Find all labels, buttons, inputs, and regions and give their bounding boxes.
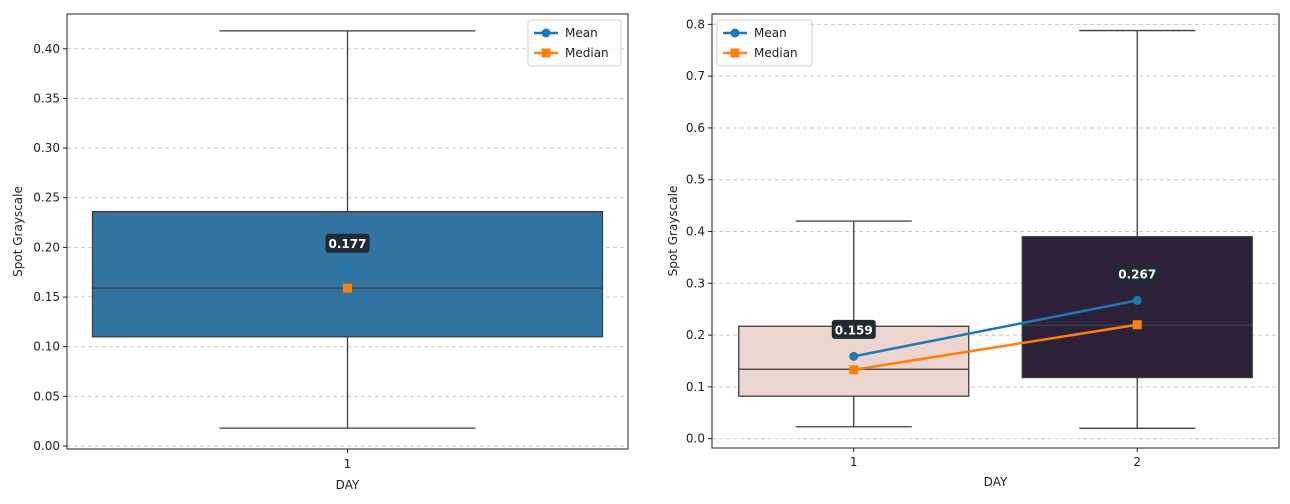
y-tick-label: 0.20 [33, 240, 60, 254]
y-tick-label: 0.25 [33, 191, 60, 205]
legend-mean-label: Mean [754, 26, 787, 40]
y-tick-label: 0.0 [686, 432, 705, 446]
mean-marker [343, 265, 352, 275]
legend: Mean Median [716, 19, 813, 67]
legend-median-marker [730, 48, 740, 58]
legend-frame [716, 19, 813, 67]
legend-median-marker [541, 48, 551, 58]
box-day-2 [1021, 236, 1253, 379]
x-axis-label: DAY [984, 475, 1008, 489]
mean-annotation: 0.159 [835, 323, 873, 337]
y-tick-label: 0.35 [33, 91, 60, 105]
median-marker [343, 283, 352, 293]
y-tick-label: 0.7 [686, 69, 705, 83]
y-tick-label: 0.40 [33, 42, 60, 56]
mean-line [853, 299, 1138, 358]
mean-annotation-box [831, 319, 876, 339]
chart-right: 0.159 0.267 0.0 0.1 0.2 0.3 0.4 0.5 0.6 0.7 0.8 1 2 D… [666, 13, 1280, 489]
median-marker [849, 365, 859, 375]
mean-annotation: 0.267 [1118, 267, 1156, 281]
y-tick-label: 0.3 [686, 276, 705, 290]
legend-frame [527, 19, 622, 67]
legend-mean-marker [730, 28, 740, 38]
y-tick-label: 0.1 [686, 380, 705, 394]
mean-annotation-box [325, 233, 370, 253]
legend: Mean Median [527, 19, 622, 67]
y-tick-label: 0.00 [33, 439, 60, 453]
x-tick-label: 1 [850, 455, 858, 469]
y-tick-label: 0.2 [686, 328, 705, 342]
y-tick-label: 0.15 [33, 290, 60, 304]
legend-mean-marker [541, 28, 551, 38]
x-tick-label: 2 [1133, 455, 1141, 469]
mean-marker [1132, 295, 1142, 305]
mean-annotation: 0.177 [329, 237, 367, 251]
legend-median-label: Median [565, 46, 609, 60]
y-tick-label: 0.8 [686, 17, 705, 31]
legend-mean-label: Mean [565, 26, 598, 40]
legend-median-label: Median [754, 46, 798, 60]
y-axis-label: Spot Grayscale [11, 186, 25, 277]
y-tick-label: 0.05 [33, 389, 60, 403]
y-tick-label: 0.30 [33, 141, 60, 155]
median-marker [1132, 320, 1142, 330]
median-trend-line [853, 323, 1138, 372]
x-axis-label: DAY [336, 478, 360, 492]
y-tick-label: 0.4 [686, 225, 705, 239]
x-tick-label: 1 [344, 457, 352, 471]
mean-marker [849, 351, 859, 361]
y-tick-label: 0.5 [686, 173, 705, 187]
mean-annotation-box [1115, 263, 1160, 283]
y-axis-label: Spot Grayscale [666, 186, 680, 277]
plot-frame [711, 13, 1280, 449]
chart-left: 0.177 0.00 0.05 0.10 0.15 0.20 0.25 0.30 0.35 0.4… [11, 13, 629, 492]
y-tick-label: 0.6 [686, 121, 705, 135]
y-tick-label: 0.10 [33, 340, 60, 354]
